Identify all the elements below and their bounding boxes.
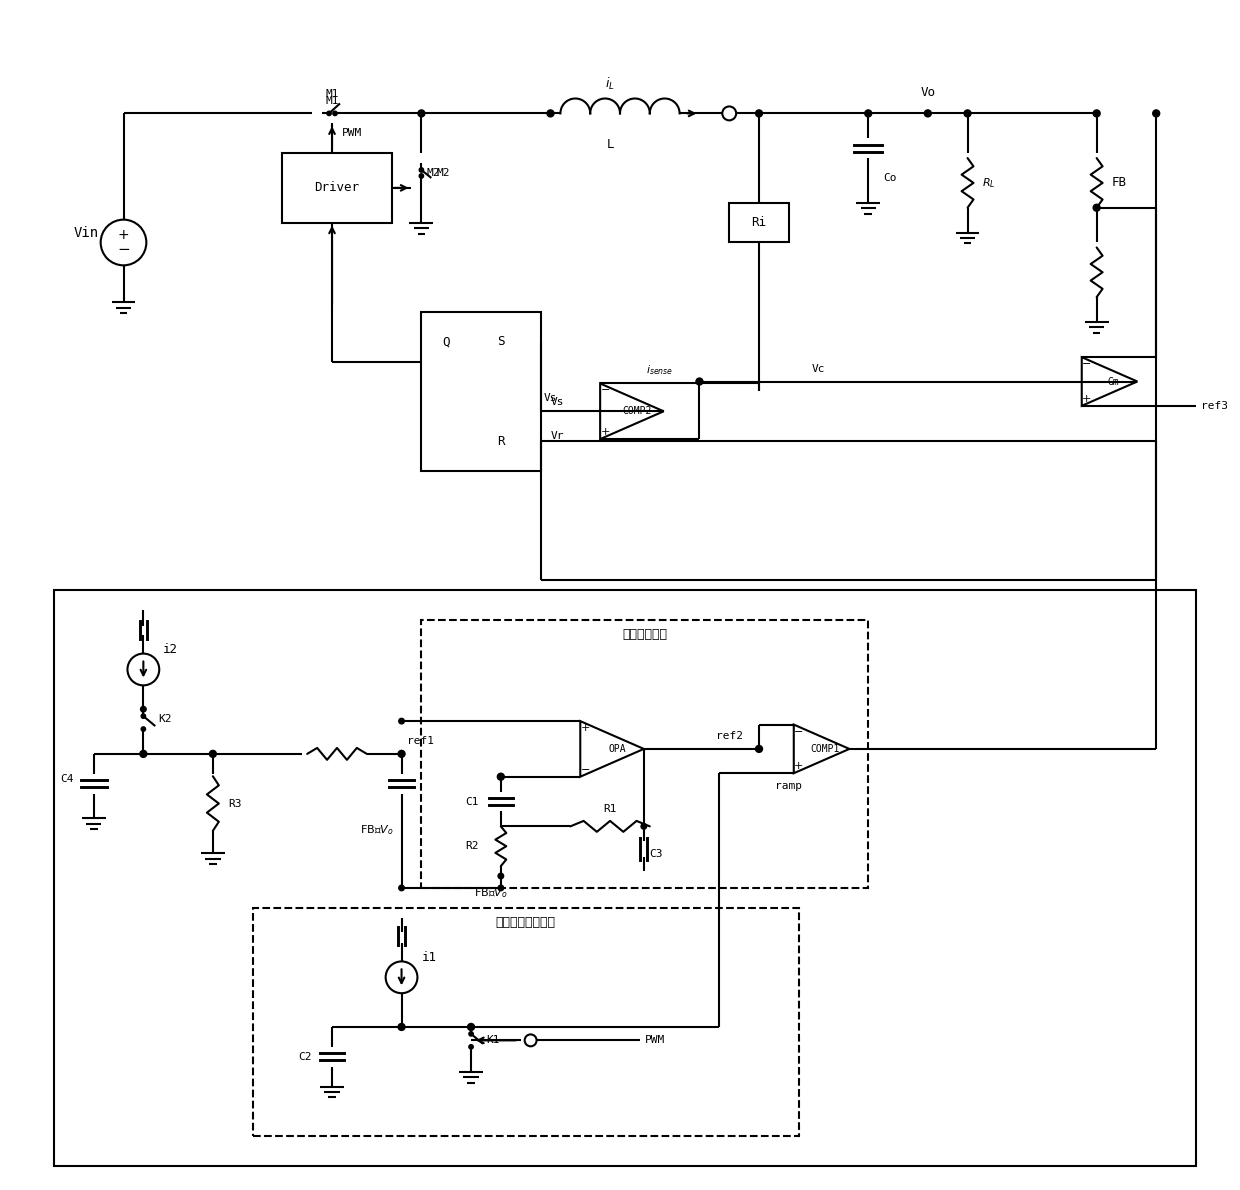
Text: R: R <box>497 434 505 447</box>
Text: OPA: OPA <box>608 744 626 754</box>
Text: M2: M2 <box>436 168 450 178</box>
Circle shape <box>755 109 763 117</box>
Circle shape <box>327 111 331 115</box>
Text: 斜坡信号产生电路: 斜坡信号产生电路 <box>496 916 556 928</box>
Circle shape <box>755 745 763 752</box>
Circle shape <box>696 378 703 386</box>
Text: C4: C4 <box>61 774 74 784</box>
Text: R2: R2 <box>465 841 479 851</box>
Text: M1: M1 <box>325 96 339 106</box>
Circle shape <box>399 719 404 724</box>
Text: M1: M1 <box>325 89 339 100</box>
Text: Q: Q <box>443 336 450 349</box>
Text: +: + <box>118 228 129 242</box>
Circle shape <box>547 109 554 117</box>
Circle shape <box>141 727 145 731</box>
Circle shape <box>469 1045 474 1050</box>
Text: R3: R3 <box>228 798 242 808</box>
Text: S: S <box>497 336 505 349</box>
Text: Vs: Vs <box>544 394 557 403</box>
Text: −: − <box>600 386 610 395</box>
Text: Gm: Gm <box>1107 376 1120 387</box>
Text: PWM: PWM <box>645 1035 665 1045</box>
Text: COMP2: COMP2 <box>622 406 651 416</box>
Text: ref1: ref1 <box>407 735 434 746</box>
Circle shape <box>398 751 405 757</box>
Circle shape <box>1153 109 1159 117</box>
Bar <box>422 312 541 471</box>
Text: +: + <box>580 724 590 733</box>
Text: C2: C2 <box>299 1052 312 1061</box>
Text: K1: K1 <box>486 1035 500 1045</box>
Text: Co: Co <box>883 173 897 183</box>
Circle shape <box>864 109 872 117</box>
Text: FB或$V_o$: FB或$V_o$ <box>360 823 393 838</box>
Text: i1: i1 <box>422 951 436 964</box>
Circle shape <box>641 823 646 829</box>
Circle shape <box>210 751 216 757</box>
Circle shape <box>924 109 931 117</box>
Circle shape <box>140 707 146 712</box>
Text: ref3: ref3 <box>1200 401 1228 411</box>
Text: Vs: Vs <box>551 397 564 407</box>
Circle shape <box>498 873 503 878</box>
Circle shape <box>141 714 145 719</box>
Text: +: + <box>600 427 610 437</box>
Text: −: − <box>1083 359 1091 369</box>
Circle shape <box>399 885 404 890</box>
Text: −: − <box>794 727 804 737</box>
Text: PWM: PWM <box>342 129 362 138</box>
Text: −: − <box>580 765 590 775</box>
Text: +: + <box>1083 394 1091 403</box>
Text: Vo: Vo <box>920 86 935 99</box>
Circle shape <box>1094 109 1100 117</box>
Text: FB或$V_o$: FB或$V_o$ <box>474 885 507 900</box>
Text: $i_{sense}$: $i_{sense}$ <box>646 363 673 376</box>
Text: −: − <box>117 243 130 257</box>
Text: K2: K2 <box>159 714 172 725</box>
Text: Vr: Vr <box>551 431 564 441</box>
Text: Driver: Driver <box>315 181 360 194</box>
Text: R1: R1 <box>604 804 616 814</box>
Circle shape <box>963 109 971 117</box>
Text: FB: FB <box>1111 176 1126 189</box>
Circle shape <box>398 1023 405 1031</box>
Text: +: + <box>794 762 804 771</box>
Bar <box>422 620 868 888</box>
Circle shape <box>140 751 146 757</box>
Text: 带通滤波电路: 带通滤波电路 <box>622 628 667 640</box>
Text: $i_L$: $i_L$ <box>605 75 615 92</box>
Text: C3: C3 <box>649 850 662 859</box>
Bar <box>253 908 799 1136</box>
Circle shape <box>467 1023 475 1031</box>
Text: i2: i2 <box>164 643 179 656</box>
Bar <box>283 154 392 223</box>
Text: C1: C1 <box>465 796 479 807</box>
Circle shape <box>1094 205 1100 211</box>
Text: $R_L$: $R_L$ <box>982 176 996 190</box>
Text: COMP1: COMP1 <box>811 744 841 754</box>
Text: M2: M2 <box>427 168 440 178</box>
Circle shape <box>419 174 424 178</box>
Text: ramp: ramp <box>775 781 802 791</box>
Text: Ri: Ri <box>751 217 766 230</box>
Circle shape <box>419 168 424 173</box>
Circle shape <box>498 885 503 890</box>
Text: Vc: Vc <box>812 364 826 374</box>
Text: L: L <box>606 138 614 151</box>
Circle shape <box>497 774 505 781</box>
Circle shape <box>469 1032 474 1036</box>
Text: ref2: ref2 <box>715 731 743 741</box>
Bar <box>55 590 1195 1166</box>
Bar <box>729 202 789 243</box>
Text: Vin: Vin <box>74 226 99 239</box>
Circle shape <box>418 109 425 117</box>
Circle shape <box>332 111 337 115</box>
